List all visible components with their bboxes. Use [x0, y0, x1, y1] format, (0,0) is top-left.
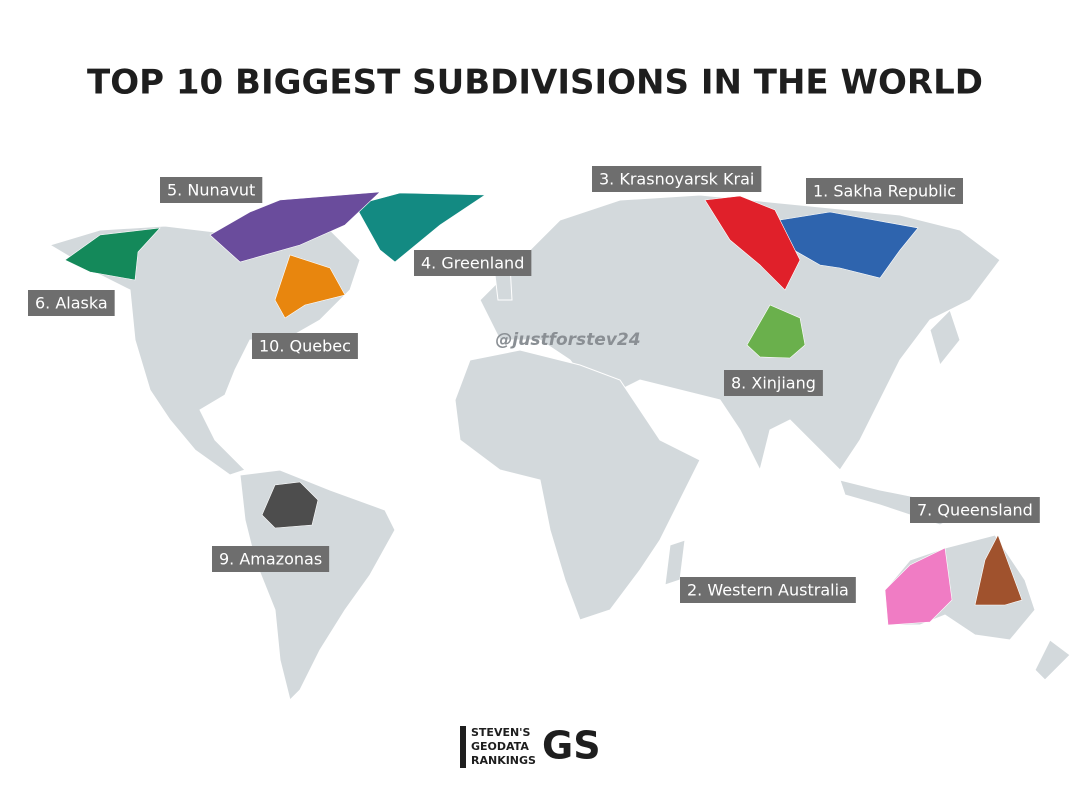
africa — [454, 349, 701, 621]
region-shape — [64, 227, 161, 281]
region-shape — [354, 192, 486, 263]
land — [48, 194, 1071, 701]
region-label: 7. Queensland — [917, 501, 1033, 520]
label-box — [252, 333, 358, 359]
label-box — [910, 497, 1040, 523]
region-shape — [274, 254, 346, 319]
region-shape — [746, 304, 806, 359]
logo-line: RANKINGS — [471, 754, 536, 767]
region-label: 3. Krasnoyarsk Krai — [599, 170, 754, 189]
region-shape — [974, 534, 1023, 606]
title: TOP 10 BIGGEST SUBDIVISIONS IN THE WORLD — [87, 63, 983, 103]
south-america — [239, 469, 396, 701]
region-labels: 1. Sakha Republic 2. Western Australia 3. … — [28, 166, 1040, 603]
label-box — [724, 370, 823, 396]
logo-line: STEVEN'S — [471, 726, 531, 739]
label-box — [212, 546, 330, 572]
region-label: 8. Xinjiang — [731, 374, 816, 393]
new-zealand — [1034, 639, 1071, 681]
label-box — [414, 250, 532, 276]
watermark: @justforstev24 — [495, 330, 640, 350]
region-shape — [704, 195, 801, 291]
region-shape — [261, 481, 319, 529]
region-shape — [779, 211, 919, 279]
logo-line: GEODATA — [471, 740, 529, 753]
region-label: 2. Western Australia — [687, 581, 849, 600]
label-box — [28, 290, 115, 316]
label-box — [680, 577, 856, 603]
region-shape — [884, 547, 953, 626]
region-label: 4. Greenland — [421, 254, 524, 273]
region-label: 5. Nunavut — [167, 181, 255, 200]
region-label: 10. Quebec — [259, 337, 351, 356]
label-box — [592, 166, 762, 192]
japan — [929, 309, 961, 367]
logo: STEVEN'S GEODATA RANKINGS GS — [460, 724, 601, 768]
region-label: 1. Sakha Republic — [813, 182, 956, 201]
regions — [64, 191, 1023, 626]
label-box — [160, 177, 263, 203]
region-label: 6. Alaska — [35, 294, 108, 313]
logo-bar — [460, 726, 466, 768]
region-shape — [209, 191, 381, 263]
region-label: 9. Amazonas — [219, 550, 322, 569]
label-box — [806, 178, 963, 204]
logo-mark: GS — [542, 724, 601, 768]
